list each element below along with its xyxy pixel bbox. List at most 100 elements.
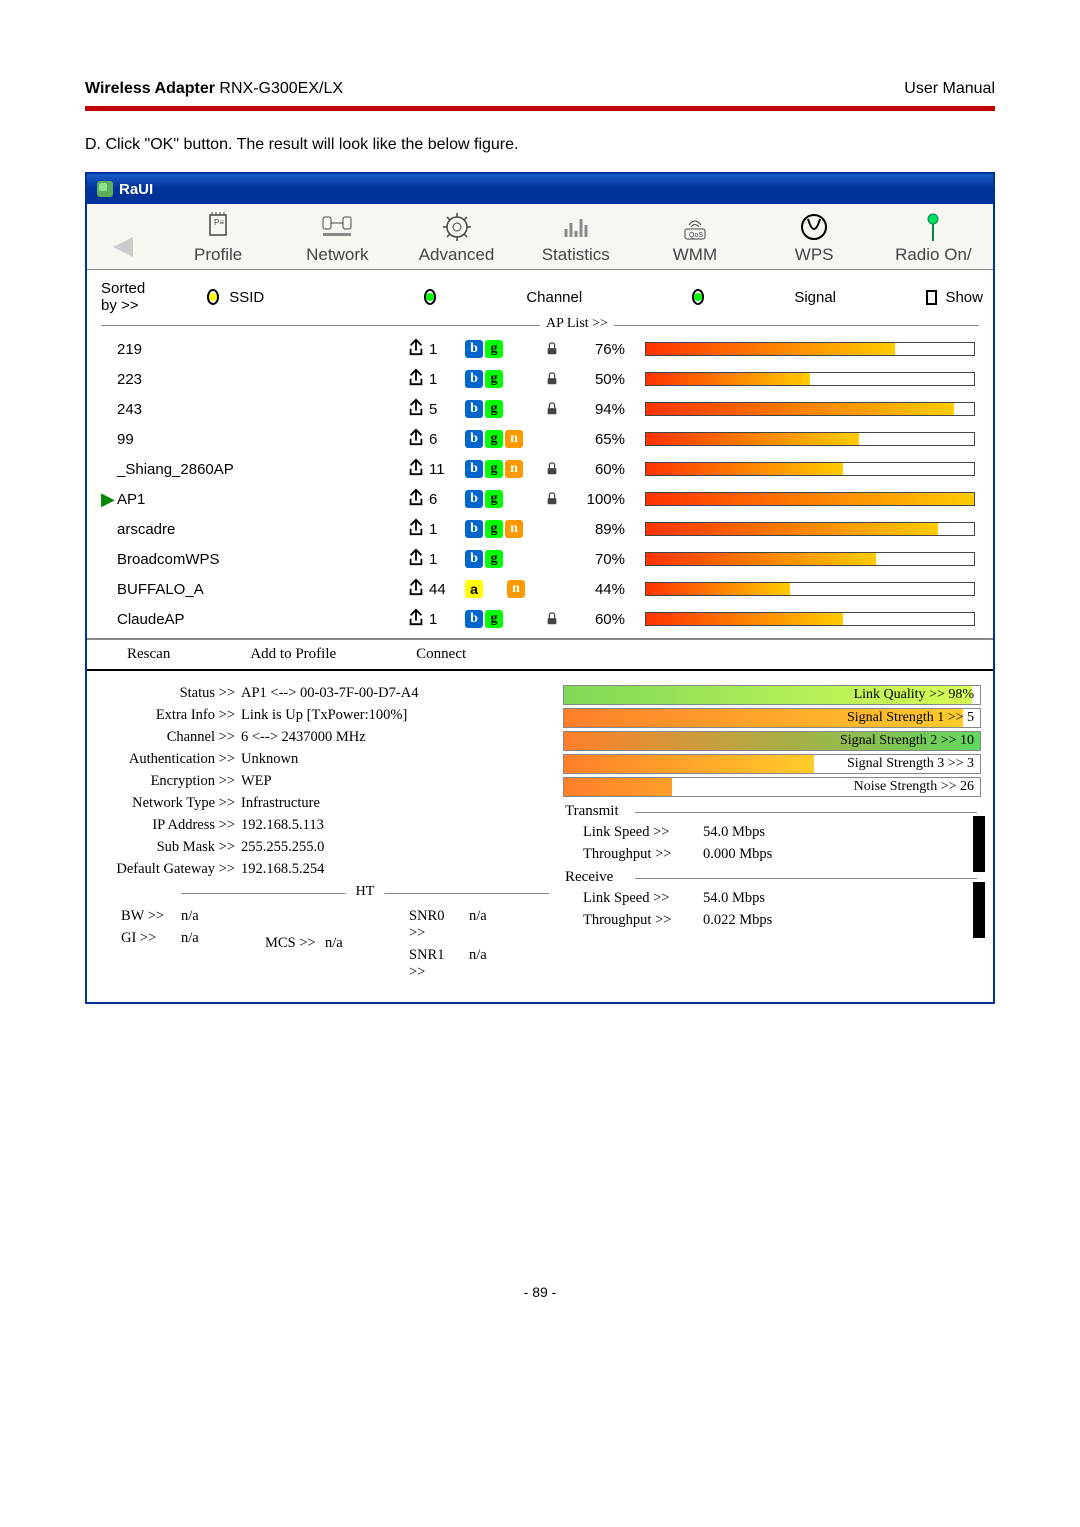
- table-row[interactable]: 2435bg94%: [87, 394, 993, 424]
- header-right: User Manual: [904, 80, 995, 98]
- status-value: Infrastructure: [241, 795, 320, 812]
- status-key: Status >>: [91, 685, 241, 702]
- network-icon: [321, 211, 353, 243]
- table-row[interactable]: BroadcomWPS1bg70%: [87, 544, 993, 574]
- mode-badges: bg: [465, 490, 545, 508]
- mode-badges: an: [465, 580, 545, 598]
- qos-icon: QoS: [679, 211, 711, 243]
- quality-label: Signal Strength 3 >> 3: [847, 756, 974, 772]
- ap-channel: 1: [429, 371, 465, 388]
- table-row[interactable]: 223 1bg 50%: [87, 364, 993, 394]
- status-value: 192.168.5.254: [241, 861, 324, 878]
- mode-badges: bg: [465, 340, 545, 358]
- quality-bar: Signal Strength 2 >> 10: [563, 731, 981, 751]
- page-number: - 89 -: [85, 1284, 995, 1300]
- raui-window: RaUI P≡ Profile Network Advanced Statist…: [85, 172, 995, 1004]
- product-model: RNX-G300EX/LX: [215, 80, 343, 97]
- ap-ssid: arscadre: [117, 521, 407, 538]
- table-row[interactable]: _Shiang_2860AP11bgn60%: [87, 454, 993, 484]
- status-value: AP1 <--> 00-03-7F-00-D7-A4: [241, 685, 418, 702]
- quality-label: Signal Strength 2 >> 10: [840, 733, 974, 749]
- sort-channel-label: Channel: [526, 289, 582, 306]
- table-row[interactable]: 2191bg76%: [87, 334, 993, 364]
- mode-g-icon: g: [485, 610, 503, 628]
- signal-bar: [645, 612, 975, 626]
- tab-network[interactable]: Network: [278, 204, 397, 269]
- sort-signal-label: Signal: [794, 289, 836, 306]
- ap-ssid: AP1: [117, 491, 407, 508]
- table-row[interactable]: ▶AP16bg100%: [87, 484, 993, 514]
- ap-channel: 5: [429, 401, 465, 418]
- add-to-profile-button[interactable]: Add to Profile: [210, 640, 376, 669]
- quality-bar: Signal Strength 1 >> 5: [563, 708, 981, 728]
- ap-ssid: 223: [117, 371, 407, 388]
- mode-g-icon: g: [485, 520, 503, 538]
- gear-icon: [441, 211, 473, 243]
- lock-icon: [545, 462, 575, 476]
- radio-on-icon: [917, 211, 949, 243]
- tab-profile[interactable]: P≡ Profile: [159, 204, 278, 269]
- status-left: Status >>AP1 <--> 00-03-7F-00-D7-A4Extra…: [87, 685, 563, 986]
- nav-tabs: P≡ Profile Network Advanced Statistics Q…: [87, 204, 993, 270]
- sort-ssid-label: SSID: [229, 289, 264, 306]
- back-button[interactable]: [87, 204, 159, 269]
- receive-header: Receive: [565, 869, 981, 886]
- table-row[interactable]: BUFFALO_A44an44%: [87, 574, 993, 604]
- sort-ssid-radio[interactable]: [207, 289, 219, 305]
- mode-g-icon: g: [485, 430, 503, 448]
- ap-channel: 6: [429, 431, 465, 448]
- signal-bar: [645, 402, 975, 416]
- signal-bar: [645, 522, 975, 536]
- mode-n-icon: n: [505, 520, 523, 538]
- mode-g-icon: g: [485, 370, 503, 388]
- wps-icon: [798, 211, 830, 243]
- ap-signal-pct: 50%: [575, 371, 625, 388]
- mode-b-icon: b: [465, 430, 483, 448]
- mode-b-icon: b: [465, 370, 483, 388]
- app-logo-icon: [97, 181, 113, 197]
- ap-signal-pct: 89%: [575, 521, 625, 538]
- ap-channel: 1: [429, 521, 465, 538]
- product-name: Wireless Adapter: [85, 80, 215, 97]
- mode-b-icon: b: [465, 490, 483, 508]
- ap-channel: 1: [429, 341, 465, 358]
- table-row[interactable]: ClaudeAP1bg60%: [87, 604, 993, 634]
- lock-icon: [545, 372, 575, 386]
- tab-radio[interactable]: Radio On/: [874, 204, 993, 269]
- show-checkbox[interactable]: [926, 290, 937, 305]
- antenna-icon: [407, 428, 429, 450]
- ap-signal-pct: 65%: [575, 431, 625, 448]
- sort-signal-radio[interactable]: [692, 289, 704, 305]
- window-title: RaUI: [119, 181, 153, 198]
- sort-channel-radio[interactable]: [424, 289, 436, 305]
- status-key: Default Gateway >>: [91, 861, 241, 878]
- ap-signal-pct: 76%: [575, 341, 625, 358]
- ap-channel: 1: [429, 611, 465, 628]
- mode-g-icon: g: [485, 460, 503, 478]
- tab-statistics[interactable]: Statistics: [516, 204, 635, 269]
- connect-button[interactable]: Connect: [376, 640, 506, 669]
- statistics-icon: [560, 211, 592, 243]
- mode-b-icon: b: [465, 550, 483, 568]
- ap-channel: 44: [429, 581, 465, 598]
- tab-wmm[interactable]: QoS WMM: [635, 204, 754, 269]
- quality-label: Noise Strength >> 26: [854, 779, 974, 795]
- tab-wps[interactable]: WPS: [755, 204, 874, 269]
- ap-signal-pct: 100%: [575, 491, 625, 508]
- table-row[interactable]: 996bgn65%: [87, 424, 993, 454]
- status-value: WEP: [241, 773, 272, 790]
- mode-badges: bg: [465, 370, 545, 388]
- table-row[interactable]: arscadre1bgn89%: [87, 514, 993, 544]
- mode-g-icon: g: [485, 400, 503, 418]
- profile-icon: P≡: [202, 211, 234, 243]
- tab-advanced[interactable]: Advanced: [397, 204, 516, 269]
- quality-label: Signal Strength 1 >> 5: [847, 710, 974, 726]
- lock-icon: [545, 342, 575, 356]
- rescan-button[interactable]: Rescan: [87, 640, 210, 669]
- status-value: Link is Up [TxPower:100%]: [241, 707, 407, 724]
- status-value: Unknown: [241, 751, 298, 768]
- ap-ssid: BroadcomWPS: [117, 551, 407, 568]
- signal-bar: [645, 492, 975, 506]
- ap-ssid: 243: [117, 401, 407, 418]
- signal-bar: [645, 372, 975, 386]
